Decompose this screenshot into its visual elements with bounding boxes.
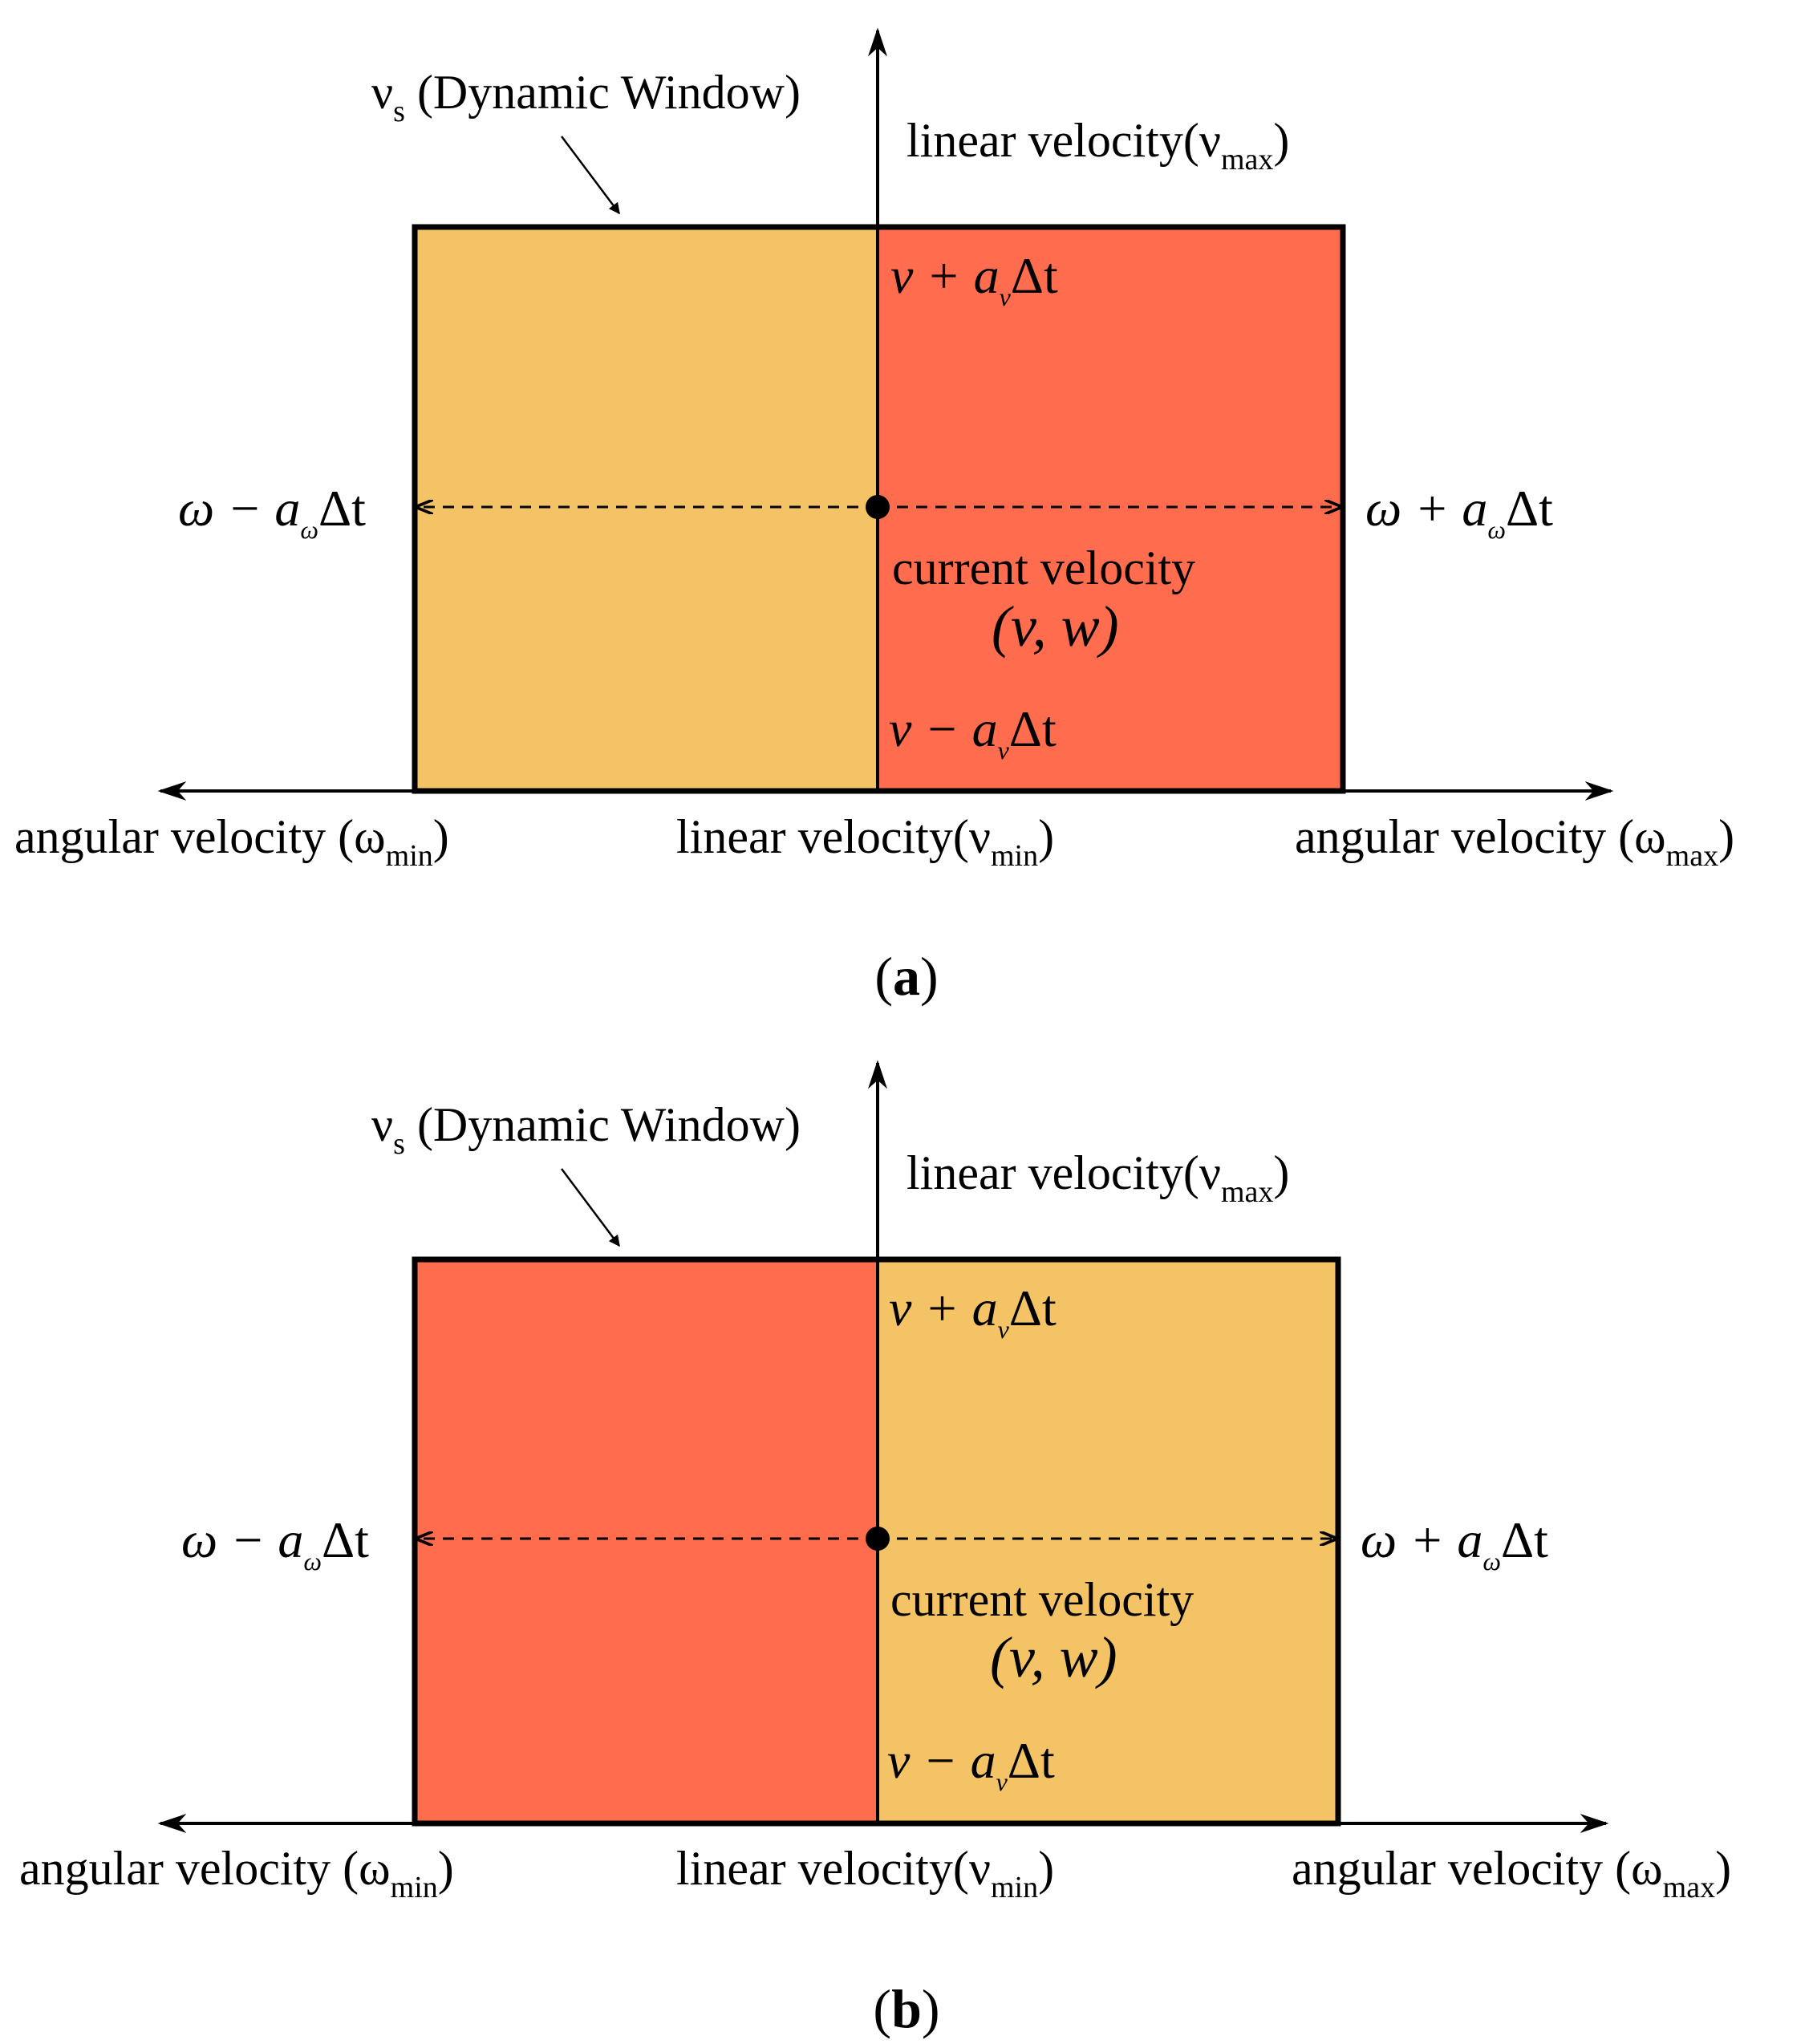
panel-a: νs (Dynamic Window) linear velocity(νmax… [14,27,1734,1007]
window-right-region [878,227,1343,791]
linear-velocity-min-label: linear velocity(νmin) [676,810,1054,873]
w-plus-label: ω + aωΔt [1365,480,1553,544]
current-velocity-label: current velocity [890,1573,1194,1626]
window-pointer-arrow [561,136,620,215]
angular-velocity-max-label: angular velocity (ωmax) [1295,810,1734,873]
current-velocity-label: current velocity [892,541,1195,594]
current-velocity-value: (v, w) [990,1625,1117,1689]
current-velocity-value: (v, w) [992,594,1119,659]
window-label: νs (Dynamic Window) [371,66,801,128]
w-minus-label: ω − aωΔt [178,480,366,544]
window-pointer-arrow [561,1168,620,1247]
w-minus-label: ω − aωΔt [181,1511,369,1576]
linear-velocity-max-label: linear velocity(νmax) [906,1146,1289,1209]
w-plus-label: ω + aωΔt [1361,1511,1548,1576]
v-minus-label: v − avΔt [889,700,1057,764]
window-label: νs (Dynamic Window) [371,1098,801,1161]
v-plus-label: v + avΔt [890,247,1058,311]
angular-velocity-min-label: angular velocity (ωmin) [14,810,449,873]
window-right-region [878,1259,1338,1823]
angular-velocity-min-label: angular velocity (ωmin) [19,1842,454,1904]
current-velocity-point [866,495,890,519]
panel-b: νs (Dynamic Window) linear velocity(νmax… [19,1060,1731,2039]
angular-velocity-max-label: angular velocity (ωmax) [1292,1842,1731,1904]
linear-velocity-max-label: linear velocity(νmax) [906,114,1289,176]
v-plus-label: v + avΔt [889,1280,1057,1344]
panel-caption: (b) [873,1978,939,2039]
window-left-region [415,227,878,791]
v-minus-label: v − avΔt [887,1732,1055,1796]
panel-caption: (a) [874,946,938,1007]
current-velocity-point [866,1527,890,1551]
linear-velocity-min-label: linear velocity(νmin) [676,1842,1054,1904]
window-left-region [415,1259,878,1823]
